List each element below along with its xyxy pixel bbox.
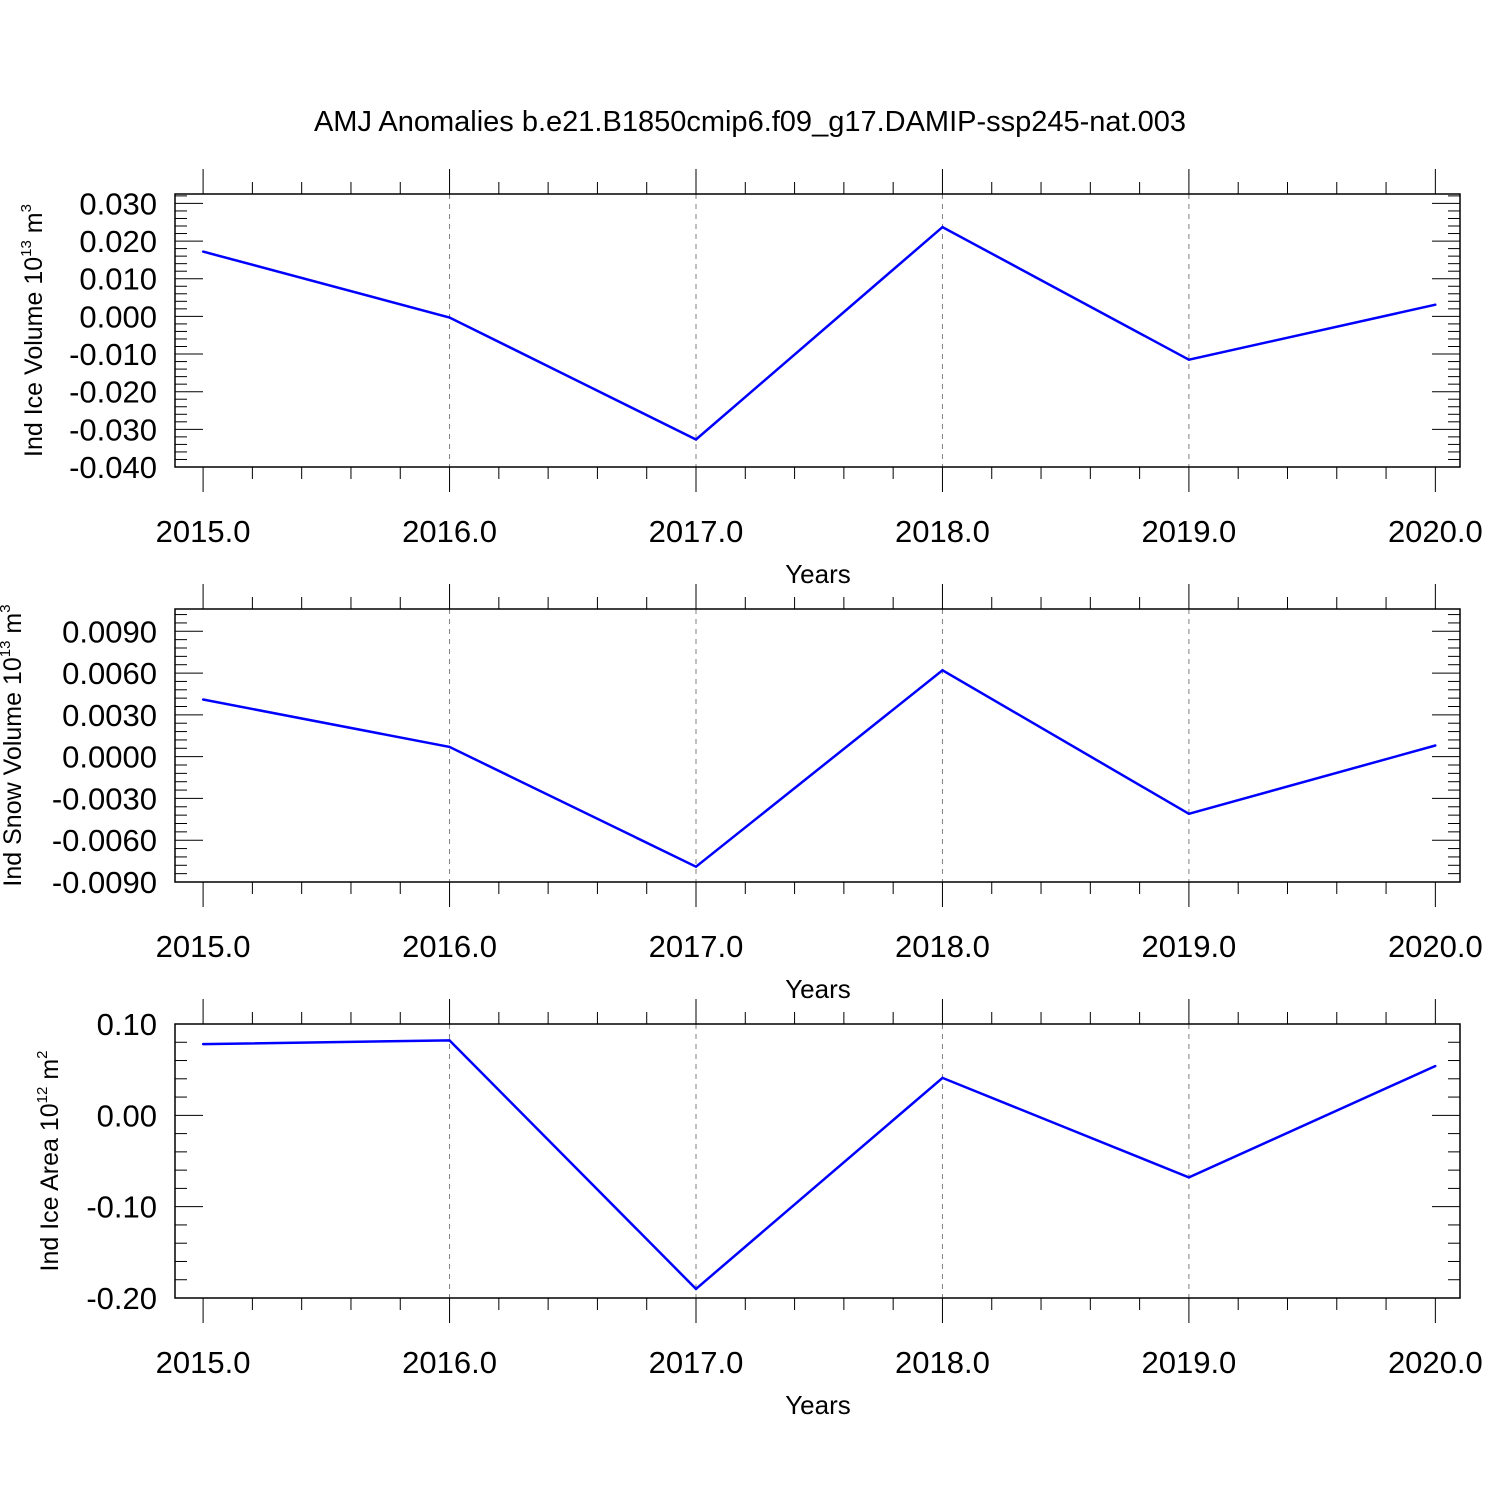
data-point	[448, 745, 451, 749]
x-tick-label: 2018.0	[895, 1345, 990, 1380]
y-tick-label: -0.030	[69, 412, 157, 447]
x-tick-label: 2017.0	[649, 1345, 744, 1380]
x-tick-label: 2018.0	[895, 514, 990, 549]
y-tick-label: -0.040	[69, 450, 157, 485]
y-tick-label: -0.0090	[52, 865, 157, 900]
chart-panel-3: 0.10 0.00 -0.10 -0.20 2015.0 2016.0 2017.0 2018…	[34, 999, 1483, 1420]
data-point	[1187, 1176, 1191, 1179]
y-tick-label: -0.10	[86, 1190, 157, 1225]
data-point	[201, 250, 205, 253]
x-tick-label: 2017.0	[649, 514, 744, 549]
x-tick-label: 2015.0	[156, 1345, 251, 1380]
x-axis-label: Years	[785, 1390, 851, 1420]
y-axis-label: Ind Ice Area 1012 m2	[34, 1051, 64, 1272]
x-tick-label: 2020.0	[1388, 514, 1483, 549]
panels: 0.0300.0200.0100.000-0.010-0.020-0.030-0…	[0, 169, 1483, 1420]
y-axis-label: Ind Snow Volume 1013 m3	[0, 604, 27, 886]
y-tick-label: 0.000	[79, 299, 157, 334]
axis-ticks	[175, 169, 1460, 492]
data-point	[941, 225, 944, 229]
x-tick-label: 2016.0	[402, 1345, 497, 1380]
y-tick-label: 0.020	[79, 224, 157, 259]
plot-frame	[174, 608, 1461, 883]
data-point	[1187, 812, 1191, 815]
x-tick-label: 2018.0	[895, 929, 990, 964]
x-tick-label: 2016.0	[402, 929, 497, 964]
data-point	[1434, 744, 1437, 747]
y-tick-label: -0.010	[69, 337, 157, 372]
series-line	[202, 225, 1436, 441]
axis-ticks	[175, 584, 1460, 907]
data-point	[201, 698, 205, 701]
data-point	[1434, 1064, 1437, 1068]
y-tick-label: 0.00	[97, 1098, 157, 1133]
x-axis-label: Years	[785, 559, 851, 589]
data-point	[448, 316, 451, 319]
x-tick-label: 2017.0	[649, 929, 744, 964]
data-point	[1434, 303, 1437, 306]
data-point	[941, 669, 944, 672]
data-point	[694, 438, 698, 441]
x-tick-label: 2019.0	[1141, 929, 1236, 964]
data-point	[694, 1287, 698, 1291]
y-tick-label: 0.0030	[62, 698, 157, 733]
y-tick-label: 0.030	[79, 186, 157, 221]
chart-title: AMJ Anomalies b.e21.B1850cmip6.f09_g17.D…	[314, 106, 1186, 138]
y-tick-label: -0.0060	[52, 823, 157, 858]
data-point	[201, 1042, 205, 1046]
axis-ticks	[175, 999, 1460, 1323]
data-point	[1187, 358, 1191, 361]
x-tick-label: 2015.0	[156, 514, 251, 549]
chart-panel-2: 0.0090 0.0060 0.0030 0.0000 -0.0030 -0.0060 -0…	[0, 584, 1483, 1004]
y-tick-label: 0.0090	[62, 614, 157, 649]
plot-frame	[174, 193, 1461, 468]
y-tick-label: 0.0060	[62, 656, 157, 691]
y-tick-label: 0.010	[79, 262, 157, 297]
series-line	[203, 1039, 1436, 1291]
y-tick-label: 0.0000	[62, 740, 157, 775]
y-tick-label: -0.020	[69, 375, 157, 410]
data-point	[941, 1076, 944, 1080]
x-tick-label: 2015.0	[156, 929, 251, 964]
chart-panel-1: 0.0300.0200.0100.000-0.010-0.020-0.030-0…	[18, 169, 1483, 589]
x-tick-label: 2016.0	[402, 514, 497, 549]
data-point	[694, 865, 698, 868]
x-tick-label: 2019.0	[1141, 514, 1236, 549]
y-axis-label: Ind Ice Volume 1013 m3	[18, 204, 48, 457]
y-tick-label: -0.0030	[52, 781, 157, 816]
x-axis-label: Years	[785, 974, 851, 1004]
x-tick-label: 2020.0	[1388, 1345, 1483, 1380]
series-line	[202, 668, 1436, 869]
y-tick-label: 0.10	[97, 1007, 157, 1042]
data-point	[448, 1039, 451, 1042]
y-tick-label: -0.20	[86, 1281, 157, 1316]
x-tick-label: 2019.0	[1141, 1345, 1236, 1380]
plot-frame	[174, 1023, 1461, 1299]
x-tick-label: 2020.0	[1388, 929, 1483, 964]
